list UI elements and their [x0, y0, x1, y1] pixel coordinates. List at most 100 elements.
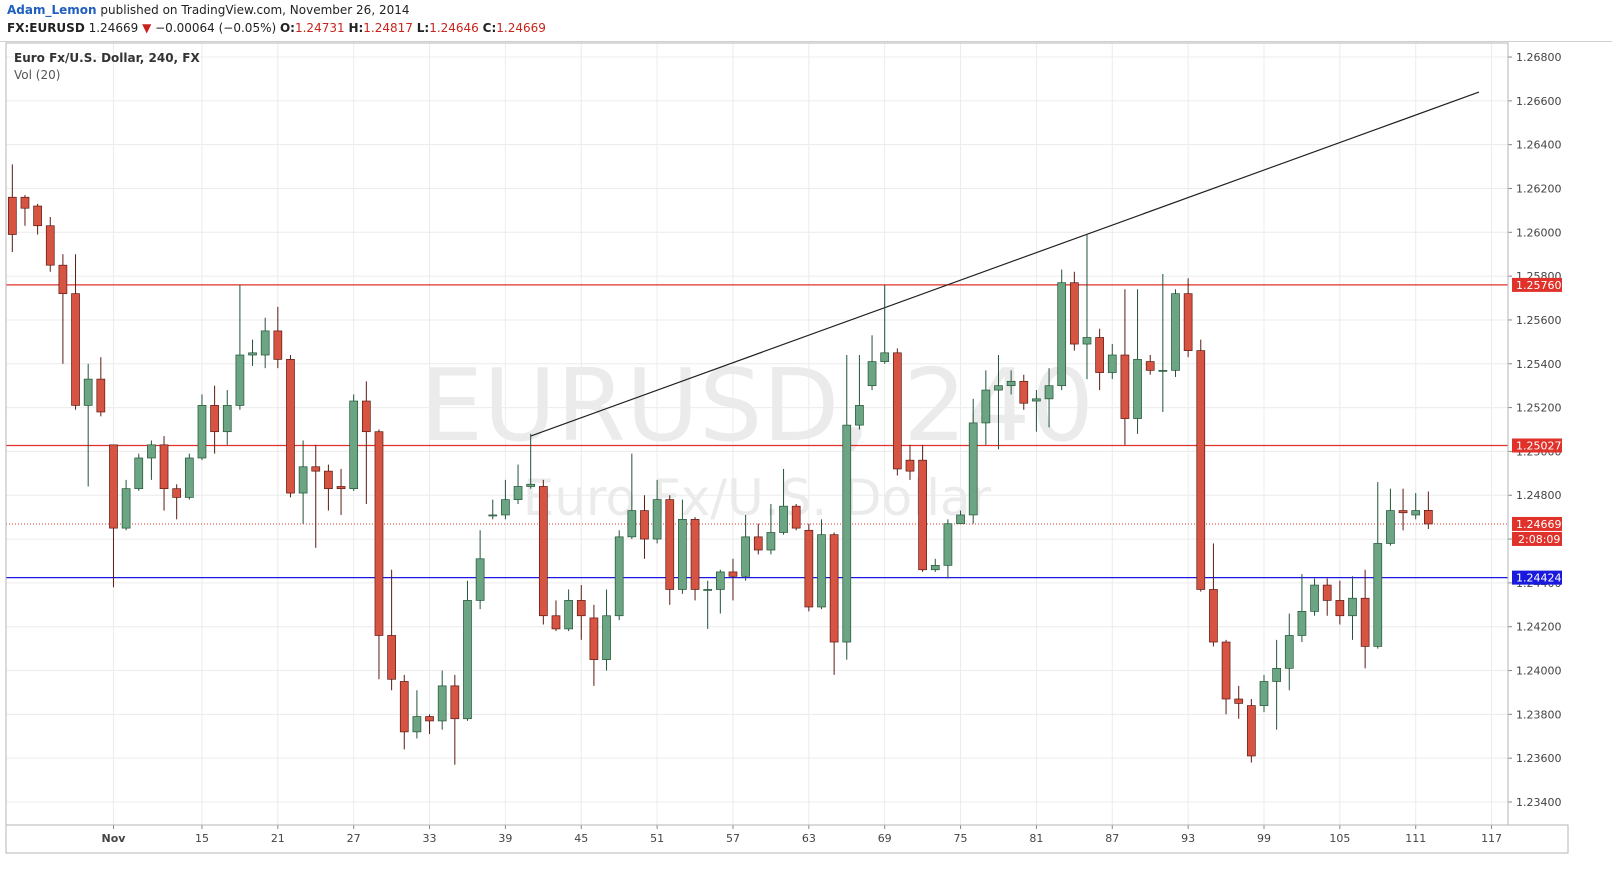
candle-body: [1398, 510, 1408, 514]
candle-body: [33, 205, 42, 227]
candle-body: [956, 514, 965, 525]
last-price-label: 1.24669: [1516, 518, 1562, 531]
y-tick-label: 1.26200: [1516, 182, 1562, 195]
l-label: L:: [416, 21, 430, 35]
arrow: ▼: [142, 21, 152, 35]
candle-body: [703, 589, 713, 591]
header-divider: [0, 41, 1612, 42]
candle-body: [1120, 354, 1130, 419]
last-price-box: [1512, 516, 1562, 531]
y-tick-label: 1.25400: [1516, 358, 1562, 371]
candle-body: [210, 405, 219, 433]
candle-body: [1044, 385, 1054, 400]
y-tick-label: 1.26000: [1516, 226, 1562, 239]
last: 1.24669: [88, 21, 139, 35]
candle-body: [1032, 398, 1041, 402]
candle-body: [7, 196, 17, 235]
x-tick-label: 27: [347, 832, 361, 845]
candle-body: [791, 505, 801, 529]
candle-body: [842, 424, 852, 643]
candle-body: [260, 330, 270, 356]
candle-body: [1234, 698, 1244, 704]
candle-body: [766, 532, 776, 551]
h-label: H:: [348, 21, 364, 35]
x-tick-label: 99: [1257, 832, 1271, 845]
candle-body: [1284, 635, 1294, 669]
bottom-frame: [5, 824, 1569, 854]
candle-body: [1145, 361, 1155, 371]
indicator-label: Vol (20): [14, 68, 60, 82]
candle-body: [589, 617, 599, 660]
candle-body: [829, 534, 839, 643]
candle-body: [905, 459, 915, 472]
candle-body: [501, 499, 510, 516]
candle-body: [918, 459, 927, 571]
candle-body: [1209, 589, 1218, 643]
x-tick-label: 51: [650, 832, 664, 845]
candle-body: [867, 361, 877, 387]
candle-body: [1423, 510, 1433, 525]
candle-body: [109, 444, 118, 529]
y-tick-label: 1.25200: [1516, 402, 1562, 415]
candle-body: [147, 444, 156, 459]
x-tick-label: 81: [1029, 832, 1043, 845]
change: −0.00064 (−0.05%): [155, 21, 277, 35]
y-tick-label: 1.24000: [1516, 665, 1562, 678]
watermark-subtitle: Euro Fx/U.S. Dollar: [523, 469, 992, 527]
candle-body: [425, 716, 434, 722]
h-value: 1.24817: [363, 21, 413, 35]
candle-body: [412, 716, 422, 733]
x-tick-label: 105: [1329, 832, 1350, 845]
candle-body: [488, 514, 498, 517]
watermark: EURUSD, 240: [420, 347, 1094, 464]
x-tick-label: 75: [954, 832, 968, 845]
candle-body: [235, 354, 245, 406]
candle-body: [374, 431, 384, 636]
x-tick-label: Nov: [101, 832, 126, 845]
candle-body: [1221, 641, 1231, 700]
candle-body: [968, 422, 978, 516]
o-value: 1.24731: [294, 21, 345, 35]
header: Adam_Lemon published on TradingView.com,…: [0, 0, 1612, 40]
candle-body: [715, 571, 725, 590]
candle-body: [134, 457, 144, 490]
candle-body: [286, 359, 295, 494]
candle-body: [1183, 293, 1193, 351]
candle-body: [1082, 337, 1092, 345]
candle-body: [1107, 354, 1117, 373]
c-label: C:: [482, 21, 497, 35]
level-label-box: [1512, 438, 1562, 453]
countdown: 2:08:09: [1518, 533, 1560, 546]
x-tick-label: 117: [1481, 832, 1502, 845]
level-label: 1.25027: [1516, 440, 1562, 453]
candle-body: [197, 405, 207, 459]
candle-body: [1019, 380, 1029, 404]
candle-body: [1006, 380, 1016, 387]
o-label: O:: [279, 21, 295, 35]
l-value: 1.24646: [429, 21, 479, 35]
level-label-box: [1512, 277, 1562, 292]
level-label-box: [1512, 570, 1562, 585]
candle-body: [1272, 667, 1281, 682]
trendline: [530, 91, 1480, 437]
candle-body: [159, 444, 169, 490]
candle-body: [361, 400, 371, 433]
candle-body: [665, 499, 675, 590]
candle-body: [640, 510, 649, 540]
y-tick-label: 1.23600: [1516, 752, 1562, 765]
candle-body: [273, 330, 283, 360]
candle-body: [1335, 600, 1345, 617]
candle-body: [1348, 597, 1357, 617]
author[interactable]: Adam_Lemon: [7, 3, 97, 17]
candle-body: [121, 488, 131, 529]
candle-body: [1310, 584, 1319, 612]
candle-body: [804, 529, 814, 608]
candle-body: [298, 466, 308, 494]
candle-body: [450, 685, 460, 720]
candle-body: [753, 536, 763, 551]
candle-body: [172, 488, 182, 498]
candle-body: [564, 600, 573, 630]
candle-body: [602, 615, 611, 660]
candle-body: [248, 352, 257, 356]
x-tick-label: 45: [574, 832, 588, 845]
